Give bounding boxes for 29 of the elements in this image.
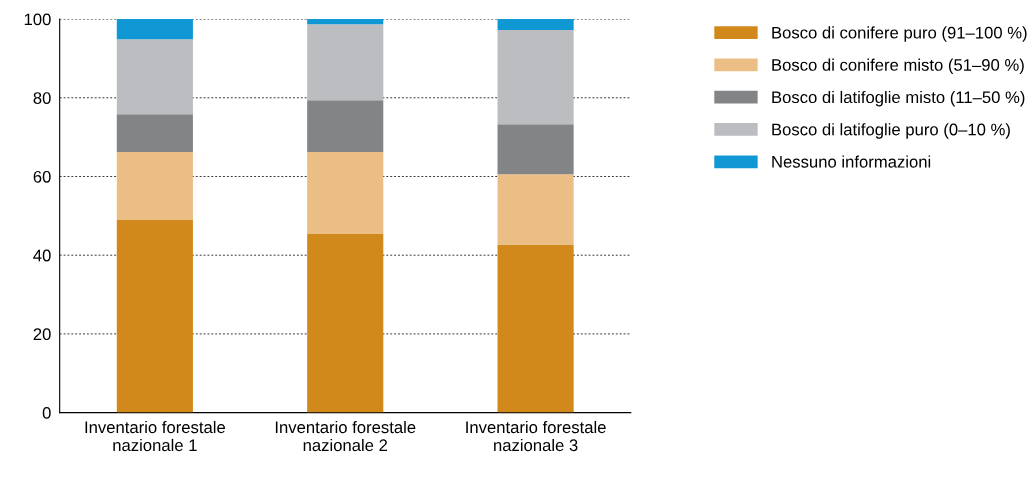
bar (497, 124, 574, 175)
bar (116, 219, 193, 413)
y-tick-label: 0 (42, 407, 51, 419)
bar (116, 114, 193, 153)
bar (497, 174, 574, 245)
bar (116, 39, 193, 115)
bar (116, 19, 193, 40)
bar (116, 152, 193, 220)
y-tick-label: 60 (33, 170, 51, 183)
legend-label: Bosco di latifoglie misto (11–50 %) (772, 90, 1025, 107)
legend-label: Bosco di latifoglie puro (0–10 %) (772, 123, 1010, 139)
legend-label: Nessuno informazioni (772, 155, 931, 168)
bar (307, 233, 384, 413)
y-tick-label: 80 (33, 92, 51, 104)
bar (307, 24, 384, 101)
bar (307, 100, 384, 153)
x-tick-label: Inventario forestale nazionale 2 (275, 420, 416, 452)
bar (497, 19, 574, 31)
bar (307, 152, 384, 234)
legend-label: Bosco di conifere puro (91–100 %) (772, 26, 1027, 42)
legend-label: Bosco di conifere misto (51–90 %) (772, 58, 1024, 75)
x-tick-label: Inventario forestale nazionale 3 (466, 420, 606, 452)
y-tick-label: 100 (24, 13, 51, 26)
bar (307, 19, 384, 25)
x-tick-label: Inventario forestale nazionale 1 (85, 420, 225, 452)
y-tick-label: 40 (33, 249, 51, 262)
y-tick-label: 20 (33, 328, 51, 341)
bar (497, 30, 574, 125)
bar (497, 244, 574, 413)
